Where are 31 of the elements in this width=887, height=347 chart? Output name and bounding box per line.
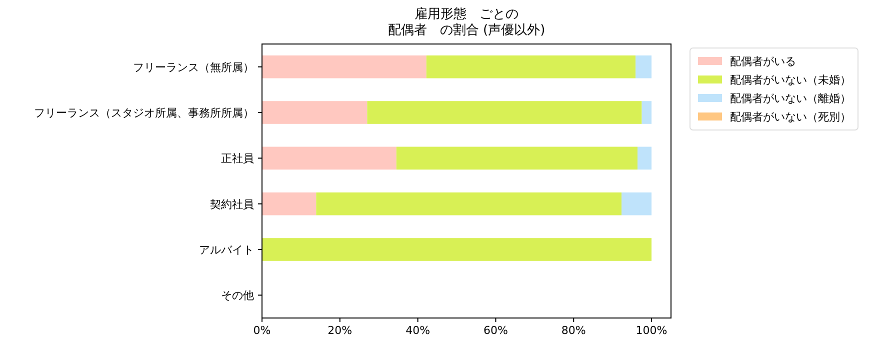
x-tick-label: 80% [561, 324, 586, 337]
bar [636, 55, 652, 78]
bar [642, 101, 652, 124]
y-tick-label: 正社員 [221, 152, 254, 166]
bar [638, 146, 652, 170]
bar [367, 101, 642, 124]
bar [426, 55, 636, 78]
bar [622, 192, 652, 216]
x-tick-label: 100% [636, 324, 668, 337]
bar [262, 192, 316, 216]
bar [316, 192, 622, 216]
y-tick-label: 契約社員 [210, 198, 254, 211]
legend-label: 配偶者がいる [730, 55, 796, 68]
y-tick-label: フリーランス（無所属） [133, 60, 254, 74]
y-tick-label: フリーランス（スタジオ所属、事務所所属） [34, 106, 254, 120]
y-tick-label: アルバイト [199, 244, 254, 256]
bar [262, 101, 368, 124]
chart-title: 雇用形態 ごとの [414, 6, 518, 22]
x-tick-label: 60% [483, 324, 508, 337]
legend-label: 配偶者がいない（死別） [730, 110, 851, 124]
bar [396, 146, 638, 170]
legend-label: 配偶者がいない（未婚） [730, 74, 851, 86]
x-tick-label: 20% [328, 324, 352, 337]
x-tick-label: 0% [253, 324, 271, 337]
x-tick-label: 40% [406, 324, 430, 337]
y-tick-label: その他 [221, 289, 254, 302]
bar [262, 146, 396, 170]
legend-label: 配偶者がいない（離婚） [730, 92, 851, 105]
chart-subtitle: 配偶者 の割合 (声優以外) [388, 23, 546, 38]
bar [262, 238, 652, 261]
bar [262, 55, 426, 78]
